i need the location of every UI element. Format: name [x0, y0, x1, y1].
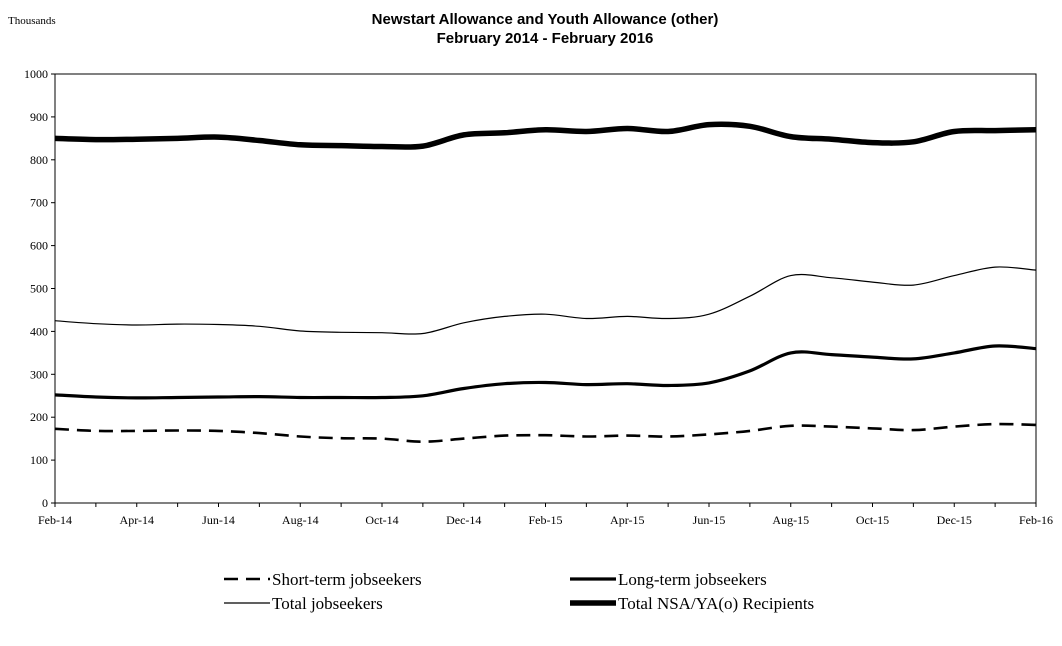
legend-label-total-nsa-ya-o-recipients: Total NSA/YA(o) Recipients	[618, 594, 814, 613]
series-line-total-jobseekers	[54, 266, 1037, 335]
x-tick-label: Apr-15	[610, 513, 644, 527]
y-axis: 0 100 200 300 400 500 600 700 800 900 1000	[24, 67, 55, 510]
y-tick-label: 100	[30, 453, 48, 467]
series-line-total-nsa-ya-o-recipients	[54, 121, 1037, 150]
x-tick-label: Oct-14	[365, 513, 398, 527]
y-tick-label: 200	[30, 410, 48, 424]
y-tick-label: 500	[30, 282, 48, 296]
x-axis: Feb-14 Apr-14 Jun-14 Aug-14 Oct-14 Dec-14 Feb-…	[38, 503, 1053, 527]
y-tick-label: 400	[30, 324, 48, 338]
y-unit-label: Thousands	[8, 15, 56, 27]
series-line-long-term-jobseekers	[54, 344, 1037, 400]
chart-title: Newstart Allowance and Youth Allowance (…	[372, 11, 719, 28]
chart-subtitle: February 2014 - February 2016	[437, 30, 654, 47]
series-line-short-term-jobseekers	[54, 422, 1037, 443]
y-tick-label: 700	[30, 196, 48, 210]
x-tick-label: Aug-15	[772, 513, 809, 527]
y-tick-label: 1000	[24, 67, 48, 81]
series-lines	[54, 121, 1037, 443]
x-tick-label: Jun-15	[693, 513, 726, 527]
x-tick-label: Feb-14	[38, 513, 72, 527]
y-tick-label: 300	[30, 367, 48, 381]
x-tick-label: Dec-15	[937, 513, 972, 527]
x-tick-label: Feb-15	[529, 513, 563, 527]
x-tick-label: Aug-14	[282, 513, 319, 527]
legend-label-short-term-jobseekers: Short-term jobseekers	[272, 570, 422, 589]
y-tick-label: 0	[42, 496, 48, 510]
x-tick-label: Dec-14	[446, 513, 481, 527]
legend: Short-term jobseekers Long-term jobseeker…	[224, 570, 814, 613]
x-tick-label: Jun-14	[202, 513, 235, 527]
y-tick-label: 600	[30, 239, 48, 253]
legend-label-long-term-jobseekers: Long-term jobseekers	[618, 570, 767, 589]
legend-label-total-jobseekers: Total jobseekers	[272, 594, 383, 613]
y-tick-label: 800	[30, 153, 48, 167]
x-tick-label: Feb-16	[1019, 513, 1053, 527]
y-tick-label: 900	[30, 110, 48, 124]
x-tick-label: Oct-15	[856, 513, 889, 527]
x-tick-label: Apr-14	[120, 513, 154, 527]
